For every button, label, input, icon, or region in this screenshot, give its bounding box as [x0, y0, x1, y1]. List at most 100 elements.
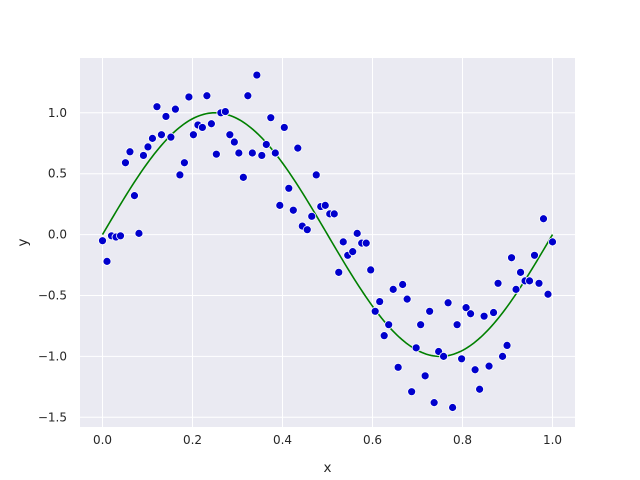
data-point	[439, 351, 449, 361]
data-point	[139, 151, 148, 160]
data-point	[206, 119, 216, 129]
data-point	[238, 172, 248, 182]
data-point	[270, 148, 280, 158]
data-point	[152, 102, 162, 112]
data-point	[548, 237, 557, 247]
data-point	[388, 284, 398, 294]
sine-curve	[101, 111, 554, 358]
data-point	[130, 191, 139, 201]
x-tick-label: 0.2	[183, 433, 202, 447]
data-point	[511, 284, 521, 294]
data-point	[211, 149, 221, 159]
data-point	[229, 137, 239, 147]
plot-area	[80, 58, 575, 427]
data-point	[348, 247, 358, 257]
y-tick-label: −1.5	[38, 410, 67, 424]
data-point	[293, 143, 303, 153]
data-point	[102, 256, 112, 266]
data-point	[257, 151, 267, 160]
data-point	[157, 130, 166, 140]
fit-curve	[101, 111, 554, 358]
data-point	[307, 211, 317, 221]
data-point	[202, 91, 212, 101]
x-tick-label: 0.8	[453, 433, 472, 447]
data-point	[507, 253, 516, 263]
data-point	[457, 354, 467, 364]
data-point	[361, 238, 371, 248]
data-point	[402, 294, 412, 304]
data-point	[448, 403, 458, 412]
data-point	[161, 112, 171, 121]
data-point	[502, 341, 512, 350]
data-point	[284, 183, 294, 193]
data-point	[489, 308, 498, 317]
data-point	[234, 148, 244, 158]
data-point	[352, 228, 362, 238]
data-point	[143, 142, 153, 152]
data-point	[470, 365, 480, 375]
data-point	[398, 280, 408, 289]
y-tick-label: −1.0	[38, 349, 67, 363]
scatter-points	[98, 70, 557, 412]
y-tick-label: 1.0	[48, 106, 67, 120]
x-tick-label: 0.4	[273, 433, 292, 447]
data-point	[179, 158, 189, 168]
data-point	[534, 278, 544, 288]
data-point	[252, 70, 262, 80]
data-point	[266, 113, 276, 123]
data-point	[184, 92, 194, 102]
data-point	[452, 320, 462, 330]
data-point	[484, 361, 494, 371]
data-point	[98, 236, 107, 246]
data-point	[425, 306, 435, 316]
data-point	[443, 298, 453, 308]
data-point	[375, 297, 385, 306]
data-point	[384, 320, 394, 330]
data-point	[302, 225, 312, 235]
y-tick-label: 0.5	[48, 167, 67, 181]
data-point	[288, 205, 298, 215]
data-point	[148, 133, 157, 143]
y-tick-label: 0.0	[48, 228, 67, 242]
data-point	[370, 306, 380, 316]
y-tick-label: −0.5	[38, 288, 67, 302]
data-point	[121, 158, 130, 168]
data-point	[493, 278, 503, 288]
data-point	[125, 147, 135, 157]
data-point	[466, 309, 476, 319]
data-point	[334, 267, 344, 277]
data-point	[275, 200, 285, 210]
data-point	[461, 303, 471, 313]
data-point	[416, 320, 426, 330]
data-point	[166, 132, 176, 142]
data-point	[338, 237, 348, 247]
data-point	[134, 228, 144, 238]
data-point	[279, 123, 289, 132]
data-point	[116, 231, 125, 241]
y-axis-label: y	[15, 239, 31, 247]
data-point	[479, 311, 489, 321]
data-point	[420, 371, 430, 381]
x-tick-label: 1.0	[543, 433, 562, 447]
data-point	[175, 170, 185, 180]
x-tick-label: 0.0	[93, 433, 112, 447]
x-axis-label: x	[324, 460, 332, 476]
data-point	[407, 387, 417, 397]
data-point	[530, 250, 539, 260]
data-point	[393, 362, 403, 372]
data-point	[516, 267, 525, 277]
data-point	[539, 214, 548, 224]
data-point	[320, 200, 330, 210]
data-point	[311, 170, 321, 180]
data-point	[197, 123, 207, 132]
data-point	[247, 148, 257, 158]
data-point	[411, 343, 421, 353]
data-point	[329, 209, 339, 219]
data-point	[429, 398, 439, 408]
data-point	[543, 289, 553, 299]
data-point	[498, 351, 507, 361]
data-point	[475, 384, 485, 394]
data-point	[220, 107, 230, 116]
data-point	[261, 140, 271, 149]
